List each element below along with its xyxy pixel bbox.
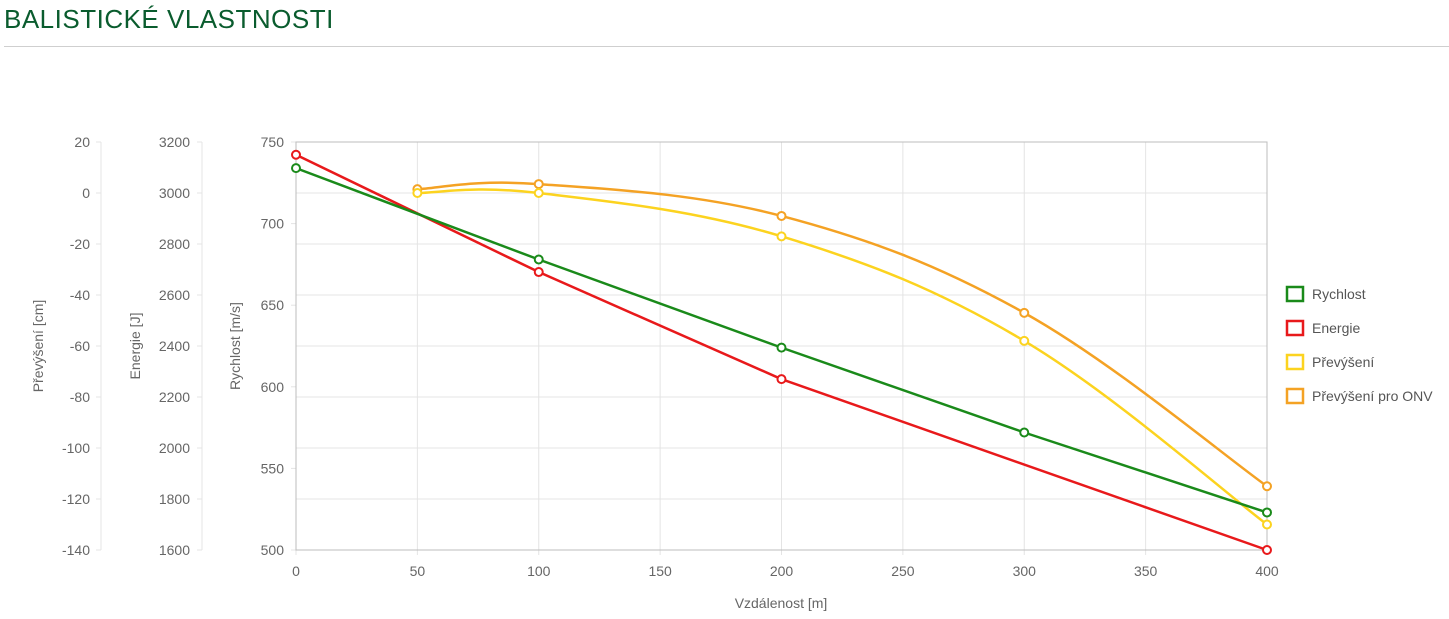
elev-tick-label: -100 [62,440,90,456]
elev-axis-title: Převýšení [cm] [30,300,46,393]
data-point-energie[interactable] [291,149,301,160]
data-point-prevyseni[interactable] [776,231,787,242]
title-divider [4,46,1449,47]
x-tick-label: 400 [1255,563,1279,579]
energy-tick-label: 2600 [159,287,190,303]
x-tick-label: 50 [410,563,426,579]
legend-label-prevyseni[interactable]: Převýšení [1312,354,1374,370]
elev-tick-label: -40 [70,287,90,303]
x-tick-label: 0 [292,563,300,579]
legend-label-energie[interactable]: Energie [1312,320,1360,336]
x-tick-label: 200 [770,563,794,579]
data-point-energie[interactable] [1262,545,1272,555]
velocity-tick-label: 600 [261,379,285,395]
energy-tick-label: 3200 [159,134,190,150]
velocity-tick-label: 700 [261,216,285,232]
legend-swatch-prevyseni[interactable] [1285,353,1305,371]
energy-tick-label: 1600 [159,542,190,558]
data-point-rychlost[interactable] [1262,507,1272,518]
legend-label-rychlost[interactable]: Rychlost [1312,286,1366,302]
energy-axis-title: Energie [J] [127,313,143,380]
data-point-rychlost[interactable] [533,254,544,265]
data-point-rychlost[interactable] [776,342,787,353]
data-point-prevyseni-pro-onv[interactable] [533,179,544,190]
data-point-rychlost[interactable] [291,163,301,174]
energy-tick-label: 2400 [159,338,190,354]
legend-swatch-rychlost[interactable] [1285,285,1305,303]
chart-grid [96,141,1268,555]
energy-tick-label: 3000 [159,185,190,201]
energy-tick-label: 2800 [159,236,190,252]
chart-series [291,149,1272,555]
legend-label-prevyseni-pro-onv[interactable]: Převýšení pro ONV [1312,388,1433,404]
velocity-tick-label: 750 [261,134,285,150]
data-point-rychlost[interactable] [1019,427,1030,438]
data-point-energie[interactable] [533,267,544,278]
velocity-tick-label: 500 [261,542,285,558]
energy-tick-label: 2200 [159,389,190,405]
page-title: BALISTICKÉ VLASTNOSTI [4,4,334,34]
data-point-prevyseni[interactable] [1019,335,1030,346]
legend-swatch-prevyseni-pro-onv[interactable] [1285,387,1305,405]
legend-swatch-energie[interactable] [1285,319,1305,337]
data-point-prevyseni-pro-onv[interactable] [1019,307,1030,318]
x-tick-label: 350 [1134,563,1158,579]
data-point-prevyseni[interactable] [1262,519,1272,530]
data-point-prevyseni[interactable] [533,188,544,198]
elev-tick-label: -80 [70,389,90,405]
x-tick-label: 300 [1013,563,1037,579]
x-tick-label: 250 [891,563,915,579]
elev-tick-label: -120 [62,491,90,507]
energy-tick-label: 1800 [159,491,190,507]
data-point-prevyseni[interactable] [412,188,423,198]
velocity-tick-label: 650 [261,297,285,313]
elev-tick-label: -20 [70,236,90,252]
data-point-prevyseni-pro-onv[interactable] [776,210,787,221]
data-point-prevyseni-pro-onv[interactable] [1262,481,1272,492]
chart-legend: Rychlost Energie Převýšení Převýšení pro ON… [1285,285,1433,405]
x-tick-label: 150 [648,563,672,579]
velocity-axis-title: Rychlost [m/s] [227,302,243,390]
data-point-energie[interactable] [776,374,787,385]
x-axis-title: Vzdálenost [m] [735,595,828,611]
series-line-prevyseni-pro-onv [417,181,1268,488]
elev-tick-label: -140 [62,542,90,558]
series-line-prevyseni [417,188,1268,526]
x-tick-label: 100 [527,563,551,579]
plot-frame [295,141,1268,551]
elev-tick-label: 20 [74,134,90,150]
velocity-tick-label: 550 [261,460,285,476]
energy-tick-label: 2000 [159,440,190,456]
elev-tick-label: -60 [70,338,90,354]
elev-tick-label: 0 [82,185,90,201]
